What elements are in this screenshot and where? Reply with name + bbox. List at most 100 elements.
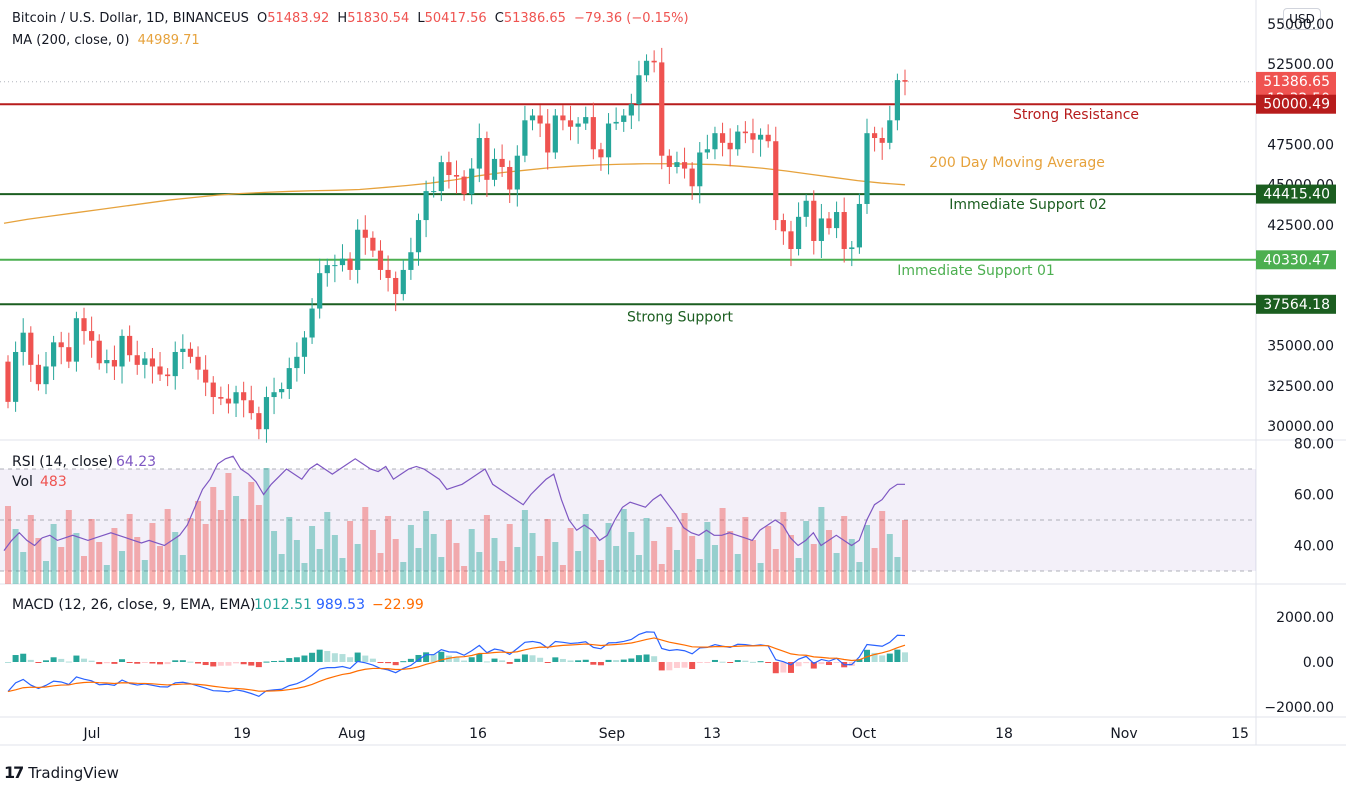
volume-bar	[894, 557, 901, 584]
candle-body	[773, 141, 779, 221]
macd-histogram-bar	[666, 662, 673, 671]
candle-body	[96, 340, 102, 364]
ma-legend: MA (200, close, 0) 44989.71	[12, 33, 204, 48]
volume-bar	[43, 561, 50, 584]
volume-bar	[316, 549, 323, 584]
volume-bar	[863, 525, 870, 584]
volume-bar	[757, 563, 764, 584]
price-tick-label: 47500.00	[1267, 137, 1334, 153]
time-tick-label: Aug	[338, 726, 365, 742]
macd-histogram-bar	[233, 662, 240, 664]
time-tick-label: 18	[995, 726, 1013, 742]
candle-body	[507, 166, 513, 190]
rsi-tick-label: 40.00	[1294, 539, 1334, 555]
macd-histogram-bar	[628, 658, 635, 662]
macd-histogram-bar	[658, 662, 665, 671]
volume-bar	[643, 518, 650, 584]
volume-bar	[354, 544, 361, 584]
macd-line	[7, 631, 906, 697]
macd-histogram-bar	[521, 654, 528, 662]
macd-histogram-bar	[681, 662, 688, 668]
macd-histogram-bar	[217, 662, 224, 666]
volume-bar	[696, 559, 703, 584]
macd-histogram-bar	[248, 662, 255, 666]
macd-histogram-bar	[400, 661, 407, 663]
macd-histogram-bar	[149, 662, 156, 664]
volume-bar	[240, 519, 247, 584]
volume-bar	[58, 547, 65, 584]
macd-histogram-bar	[301, 655, 308, 662]
candle-body	[879, 138, 885, 143]
candle-body	[476, 138, 482, 169]
candle-body	[203, 369, 209, 383]
macd-histogram-bar	[202, 662, 209, 666]
macd-histogram-bar	[552, 657, 559, 662]
macd-histogram-bar	[902, 652, 908, 662]
macd-histogram-bar	[833, 662, 840, 663]
volume-bar	[772, 549, 779, 584]
candle-body	[719, 133, 726, 143]
low-label: L	[417, 11, 425, 26]
candle-body	[795, 216, 802, 250]
volume-bar	[476, 552, 483, 584]
macd-histogram-bar	[582, 659, 589, 662]
macd-histogram-bar	[35, 662, 42, 664]
volume-bar	[27, 515, 34, 584]
macd-histogram-bar	[590, 662, 597, 665]
candle-body	[712, 133, 718, 150]
macd-histogram-bar	[103, 662, 110, 664]
macd-histogram-bar	[651, 656, 658, 662]
volume-bar	[597, 560, 604, 584]
volume-bar	[141, 560, 148, 584]
macd-tick-label: 0.00	[1303, 655, 1334, 671]
candle-body	[256, 413, 262, 430]
candle-body	[339, 258, 346, 266]
macd-histogram-bar	[506, 662, 513, 664]
macd-histogram-bar	[765, 662, 772, 663]
candle-body	[803, 200, 809, 217]
volume-bar	[461, 566, 468, 584]
tradingview-logo[interactable]: 17 TradingView	[4, 763, 119, 782]
candle-body	[149, 358, 156, 367]
volume-bar	[157, 546, 164, 584]
candle-body	[355, 229, 361, 270]
candle-body	[279, 388, 285, 393]
volume-bar	[324, 512, 331, 584]
macd-histogram-bar	[316, 649, 323, 662]
macd-tick-label: −2000.00	[1264, 700, 1334, 716]
volume-bar	[438, 557, 445, 584]
macd-histogram-bar	[324, 651, 331, 662]
candle-body	[73, 318, 80, 362]
macd-histogram-bar	[886, 653, 893, 662]
signal-value: −22.99	[372, 597, 424, 613]
macd-histogram-bar	[278, 660, 285, 662]
macd-histogram-bar	[856, 659, 863, 662]
volume-bar	[309, 526, 316, 584]
vol-label: Vol	[12, 474, 33, 490]
time-tick-label: 15	[1231, 726, 1249, 742]
volume-bar	[263, 468, 270, 584]
volume-bar	[172, 532, 179, 584]
macd-histogram-bar	[772, 662, 779, 674]
price-tag-label: 51386.65	[1263, 74, 1330, 90]
price-tick-label: 35000.00	[1267, 339, 1334, 355]
signal-line	[7, 637, 906, 693]
currency-button[interactable]: USD	[1283, 8, 1321, 30]
macd-histogram-bar	[544, 662, 551, 663]
candle-body	[58, 342, 64, 348]
candle-body	[104, 360, 110, 364]
macd-histogram-bar	[271, 661, 278, 663]
volume-bar	[20, 552, 27, 584]
candle-body	[187, 348, 194, 357]
macd-tick-label: 2000.00	[1276, 610, 1334, 626]
volume-bar	[111, 528, 118, 584]
volume-bar	[65, 510, 72, 584]
volume-bar	[468, 529, 475, 584]
macd-histogram-bar	[385, 662, 392, 664]
macd-histogram-bar	[863, 649, 870, 662]
price-tag	[1256, 94, 1336, 114]
macd-histogram-bar	[597, 662, 604, 666]
volume-bar	[301, 563, 308, 584]
volume-bar	[848, 539, 855, 584]
